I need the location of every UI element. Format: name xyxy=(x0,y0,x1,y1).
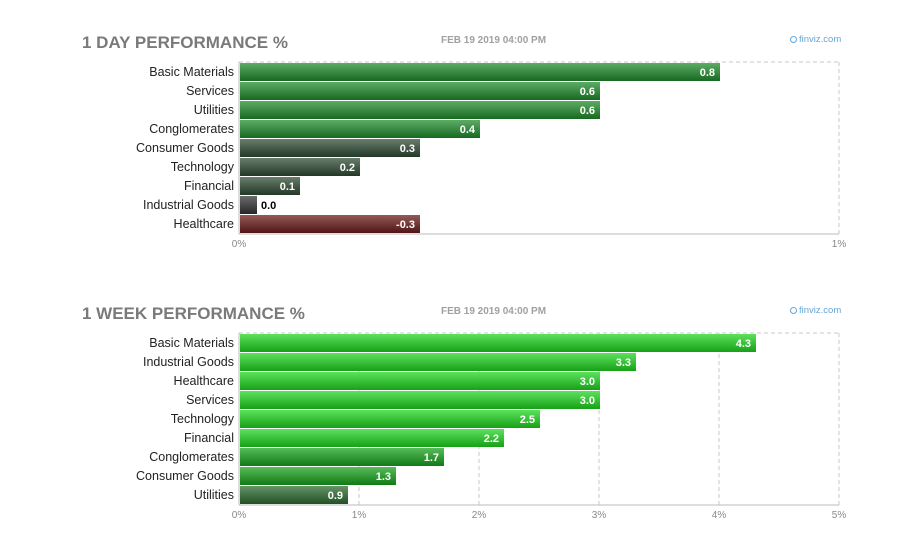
value-label: 0.1 xyxy=(280,181,295,193)
value-label: 3.3 xyxy=(616,357,631,369)
bar[interactable] xyxy=(240,101,600,119)
category-label: Utilities xyxy=(194,488,234,502)
bar[interactable] xyxy=(240,196,257,214)
bar[interactable] xyxy=(240,410,540,428)
bar[interactable] xyxy=(240,82,600,100)
bar-chart-1day: Basic Materials 0.8 Services 0.6 Utilities 0.… xyxy=(136,61,847,250)
bar[interactable] xyxy=(240,158,360,176)
bar[interactable] xyxy=(240,120,480,138)
grid-lines xyxy=(239,61,840,234)
chart-panel-1week: 1 WEEK PERFORMANCE % FEB 19 2019 04:00 P… xyxy=(0,271,904,541)
value-label: 0.2 xyxy=(340,162,355,174)
value-label: 1.3 xyxy=(376,471,391,483)
value-label: 2.2 xyxy=(484,433,499,445)
bar[interactable] xyxy=(240,177,300,195)
brand-link[interactable]: finviz.com xyxy=(790,305,841,316)
brand-label: finviz.com xyxy=(799,34,842,45)
bar[interactable] xyxy=(240,334,756,352)
chart-title: 1 WEEK PERFORMANCE % xyxy=(82,304,305,323)
bar[interactable] xyxy=(240,429,504,447)
category-label: Conglomerates xyxy=(149,122,234,136)
chart-title: 1 DAY PERFORMANCE % xyxy=(82,33,288,52)
category-label: Consumer Goods xyxy=(136,469,234,483)
chart-date: FEB 19 2019 04:00 PM xyxy=(441,306,547,317)
category-label: Industrial Goods xyxy=(143,355,234,369)
globe-icon xyxy=(790,36,797,43)
x-tick-label: 4% xyxy=(712,510,727,521)
category-label: Services xyxy=(186,393,234,407)
category-label: Technology xyxy=(171,412,235,426)
x-tick-label: 1% xyxy=(352,510,367,521)
category-label: Technology xyxy=(171,160,235,174)
value-label: 0.6 xyxy=(580,86,595,98)
value-label: 0.6 xyxy=(580,105,595,117)
value-label: 0.4 xyxy=(460,124,476,136)
x-tick-label: 5% xyxy=(832,510,847,521)
x-tick-label: 1% xyxy=(832,239,847,250)
category-label: Basic Materials xyxy=(149,65,234,79)
bar[interactable] xyxy=(240,467,396,485)
chart-date: FEB 19 2019 04:00 PM xyxy=(441,35,547,46)
bar[interactable] xyxy=(240,63,720,81)
category-label: Industrial Goods xyxy=(143,198,234,212)
value-label: 0.3 xyxy=(400,143,415,155)
x-tick-label: 0% xyxy=(232,239,247,250)
value-label: 3.0 xyxy=(580,376,595,388)
bar[interactable] xyxy=(240,391,600,409)
value-label: 0.0 xyxy=(261,200,276,212)
chart-panel-1day: 1 DAY PERFORMANCE % FEB 19 2019 04:00 PM… xyxy=(0,0,904,270)
value-label: -0.3 xyxy=(396,219,415,231)
bar[interactable] xyxy=(240,372,600,390)
x-tick-label: 2% xyxy=(472,510,487,521)
category-label: Healthcare xyxy=(174,374,234,388)
value-label: 4.3 xyxy=(736,338,751,350)
value-label: 3.0 xyxy=(580,395,595,407)
bar[interactable] xyxy=(240,448,444,466)
value-label: 0.8 xyxy=(700,67,715,79)
category-label: Financial xyxy=(184,431,234,445)
bar[interactable] xyxy=(240,215,420,233)
value-label: 2.5 xyxy=(520,414,535,426)
category-label: Consumer Goods xyxy=(136,141,234,155)
category-label: Basic Materials xyxy=(149,336,234,350)
bar[interactable] xyxy=(240,139,420,157)
globe-icon xyxy=(790,307,797,314)
category-label: Services xyxy=(186,84,234,98)
x-tick-label: 3% xyxy=(592,510,607,521)
category-label: Healthcare xyxy=(174,217,234,231)
category-label: Financial xyxy=(184,179,234,193)
value-label: 1.7 xyxy=(424,452,439,464)
bar[interactable] xyxy=(240,486,348,504)
category-label: Conglomerates xyxy=(149,450,234,464)
bar-chart-1week: Basic Materials 4.3 Industrial Goods 3.3 Hea… xyxy=(136,332,847,521)
x-tick-label: 0% xyxy=(232,510,247,521)
category-label: Utilities xyxy=(194,103,234,117)
bar[interactable] xyxy=(240,353,636,371)
brand-label: finviz.com xyxy=(799,305,842,316)
value-label: 0.9 xyxy=(328,490,343,502)
brand-link[interactable]: finviz.com xyxy=(790,34,841,45)
